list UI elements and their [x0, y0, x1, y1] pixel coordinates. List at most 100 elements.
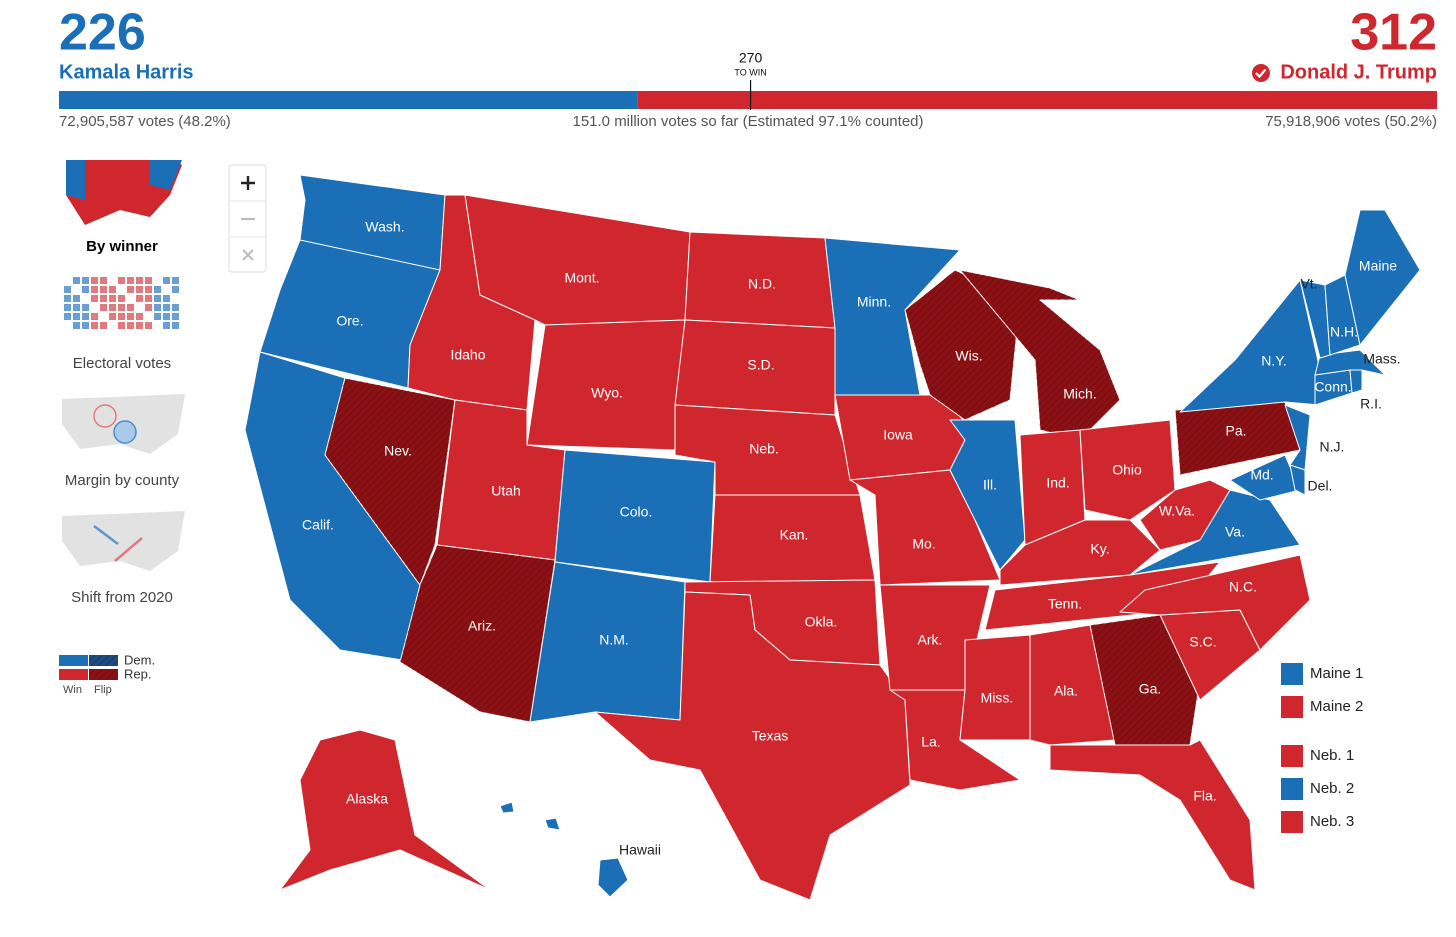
state[interactable]: Miss. [959, 634, 1031, 741]
state-label: Mo. [912, 536, 935, 552]
thumb [62, 511, 185, 571]
state[interactable]: N.M. [529, 561, 686, 723]
zoom-in[interactable] [241, 176, 255, 190]
state[interactable]: Neb. [674, 404, 861, 496]
state-label: Pa. [1225, 423, 1246, 439]
state-label: Maine [1359, 258, 1397, 274]
state[interactable]: Minn. [824, 237, 961, 396]
state-label: Nev. [384, 443, 412, 459]
thumb [93, 525, 119, 545]
state[interactable]: N.C. [1119, 554, 1311, 651]
state[interactable]: Alaska [279, 729, 491, 891]
state-label: Iowa [883, 427, 913, 443]
flip-hatch [960, 270, 1120, 440]
state[interactable]: N.J. [1284, 404, 1344, 471]
thumb [163, 277, 170, 284]
state[interactable]: Texas [594, 591, 911, 901]
district[interactable]: Neb. 2 [1281, 778, 1354, 800]
legend-swatch [59, 655, 88, 666]
state[interactable]: Maine [1344, 209, 1421, 346]
thumb [64, 313, 71, 320]
check-mark [1255, 68, 1267, 79]
state[interactable]: Vt. [1299, 276, 1331, 359]
district[interactable]: Maine 2 [1281, 696, 1363, 718]
flip-hatch [1090, 615, 1200, 745]
thumb [145, 322, 152, 329]
thumb [73, 277, 80, 284]
state[interactable]: Wash. [299, 174, 446, 271]
district-label: Maine 1 [1310, 665, 1363, 682]
state-label: Wyo. [591, 385, 623, 401]
state[interactable]: Conn. [1314, 369, 1353, 406]
thumb [145, 304, 152, 311]
view-option[interactable]: By winner [66, 160, 182, 255]
state[interactable]: W.Va. [1139, 479, 1231, 551]
state[interactable]: Ind. [1019, 429, 1086, 546]
reset[interactable] [242, 249, 254, 261]
state-label: S.C. [1189, 634, 1216, 650]
state-label: Wash. [365, 219, 404, 235]
district[interactable]: Neb. 3 [1281, 811, 1354, 833]
rep-votes: 75,918,906 votes (50.2%) [1265, 113, 1437, 130]
state[interactable]: Ky. [999, 519, 1161, 586]
state[interactable]: S.D. [674, 319, 836, 416]
state-shape [1139, 479, 1231, 551]
state[interactable]: Wyo. [526, 319, 686, 451]
state[interactable]: Mass. [1314, 349, 1401, 376]
view-option[interactable]: Electoral votes [64, 277, 179, 372]
view-option[interactable]: Shift from 2020 [62, 511, 185, 606]
legend-swatch [59, 669, 88, 680]
state[interactable]: N.Y. [1179, 279, 1321, 413]
state-label: Ga. [1139, 681, 1162, 697]
thumb [136, 286, 143, 293]
thumb [118, 313, 125, 320]
view-label: Margin by county [65, 472, 180, 489]
total-votes: 151.0 million votes so far (Estimated 97… [572, 113, 923, 130]
thumb [100, 322, 107, 329]
state[interactable]: Kan. [709, 494, 876, 583]
view-label: Electoral votes [73, 355, 171, 372]
state-label: Miss. [981, 690, 1014, 706]
thumb [136, 313, 143, 320]
state[interactable]: Nev. [324, 377, 456, 586]
thumb [64, 304, 71, 311]
state-label: Va. [1225, 524, 1245, 540]
district-label: Neb. 3 [1310, 813, 1354, 830]
state-label: Mich. [1063, 386, 1096, 402]
state[interactable]: Mich. [959, 269, 1121, 441]
thumb [100, 277, 107, 284]
state-label: Md. [1250, 467, 1273, 483]
threshold-label: TO WIN [734, 67, 766, 77]
legend-kind: Win [63, 684, 82, 696]
state[interactable]: Ariz. [399, 544, 556, 723]
state[interactable]: Del. [1289, 464, 1332, 496]
thumb [118, 322, 125, 329]
state[interactable]: Ill. [949, 419, 1026, 571]
state[interactable]: Va. [1129, 489, 1301, 576]
thumb [100, 304, 107, 311]
state-label: S.D. [747, 357, 774, 373]
state[interactable]: Ore. [259, 239, 441, 389]
legend-hatch [89, 669, 118, 680]
thumb [172, 304, 179, 311]
state[interactable]: Hawaii [499, 801, 661, 898]
state-label: Fla. [1193, 788, 1216, 804]
district[interactable]: Maine 1 [1281, 663, 1363, 685]
state[interactable]: Ga. [1089, 614, 1201, 746]
thumb [136, 295, 143, 302]
state[interactable]: N.D. [684, 231, 836, 329]
state[interactable]: Ohio [1079, 419, 1176, 521]
legend-hatch [89, 655, 118, 666]
district[interactable]: Neb. 1 [1281, 745, 1354, 767]
state[interactable]: Fla. [1049, 739, 1256, 891]
view-option[interactable]: Margin by county [62, 394, 185, 489]
state[interactable]: Ala. [1029, 624, 1116, 746]
state[interactable]: R.I. [1349, 369, 1382, 412]
state-shape [279, 729, 491, 891]
thumb [127, 277, 134, 284]
state[interactable]: Colo. [554, 449, 716, 583]
district-swatch [1281, 811, 1303, 833]
state[interactable]: La. [889, 689, 1021, 791]
state-label: N.H. [1330, 324, 1358, 340]
